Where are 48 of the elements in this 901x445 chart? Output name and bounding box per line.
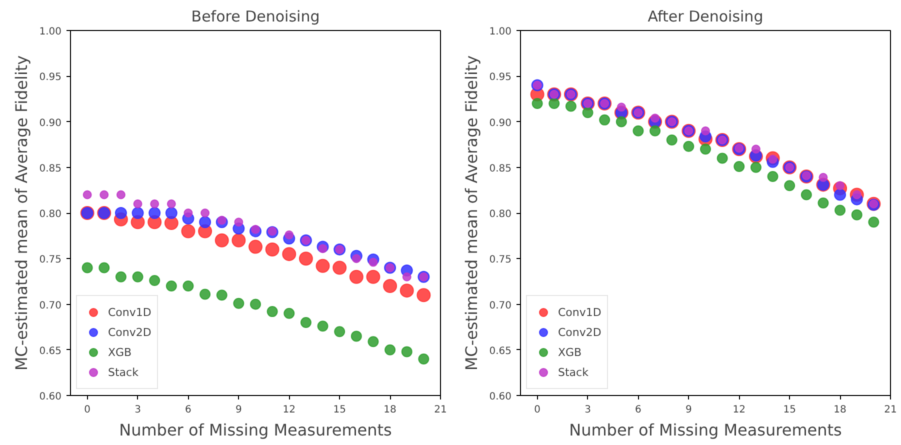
- y-tick-label: 0.75: [489, 254, 512, 266]
- y-tick-label: 0.70: [489, 300, 512, 312]
- y-tick-label: 0.65: [489, 346, 512, 357]
- chart-title: After Denoising: [648, 8, 764, 26]
- x-tick-label: 21: [884, 404, 897, 416]
- x-tick-label: 12: [282, 404, 296, 416]
- x-tick-label: 18: [384, 404, 396, 416]
- y-tick-label: 0.75: [39, 254, 62, 266]
- legend-label: Conv2D: [108, 325, 152, 339]
- chart-title: Before Denoising: [191, 8, 320, 26]
- legend-label: Conv1D: [108, 305, 152, 319]
- y-axis-title: MC-estimated mean of Average Fidelity: [12, 55, 32, 371]
- legend-label: Conv1D: [558, 305, 602, 319]
- y-tick-label: 0.80: [39, 209, 62, 220]
- x-axis-title: Number of Missing Measurements: [119, 420, 392, 440]
- y-tick-label: 0.80: [489, 209, 512, 220]
- y-tick-label: 1.00: [39, 26, 62, 38]
- x-tick-label: 15: [783, 404, 796, 416]
- legend-label: Stack: [558, 365, 588, 379]
- x-tick-label: 6: [185, 404, 192, 416]
- y-tick-label: 0.90: [39, 118, 62, 129]
- legend-label: XGB: [108, 345, 132, 359]
- x-tick-label: 21: [434, 404, 447, 416]
- y-tick-label: 0.90: [489, 118, 512, 129]
- x-tick-label: 9: [236, 404, 242, 416]
- x-tick-label: 3: [584, 404, 591, 416]
- x-tick-label: 9: [686, 404, 692, 416]
- legend-label: Conv2D: [558, 325, 602, 339]
- y-tick-label: 0.70: [39, 300, 62, 312]
- y-tick-label: 0.95: [489, 72, 512, 84]
- y-tick-label: 0.95: [39, 72, 62, 84]
- y-tick-label: 0.60: [39, 392, 62, 402]
- x-tick-label: 0: [534, 404, 541, 416]
- x-tick-label: 3: [134, 404, 141, 416]
- x-tick-label: 18: [834, 404, 846, 416]
- x-tick-label: 12: [732, 404, 746, 416]
- y-axis-title: MC-estimated mean of Average Fidelity: [462, 55, 482, 371]
- x-axis-title: Number of Missing Measurements: [569, 420, 842, 440]
- x-tick-label: 0: [84, 404, 91, 416]
- y-tick-label: 0.65: [39, 346, 62, 357]
- legend-label: XGB: [558, 345, 582, 359]
- y-tick-label: 0.85: [39, 163, 62, 174]
- y-tick-label: 1.00: [489, 26, 512, 38]
- x-tick-label: 6: [635, 404, 642, 416]
- y-tick-label: 0.60: [489, 392, 512, 402]
- y-tick-label: 0.85: [489, 163, 512, 174]
- x-tick-label: 15: [333, 404, 346, 416]
- legend-label: Stack: [108, 365, 138, 379]
